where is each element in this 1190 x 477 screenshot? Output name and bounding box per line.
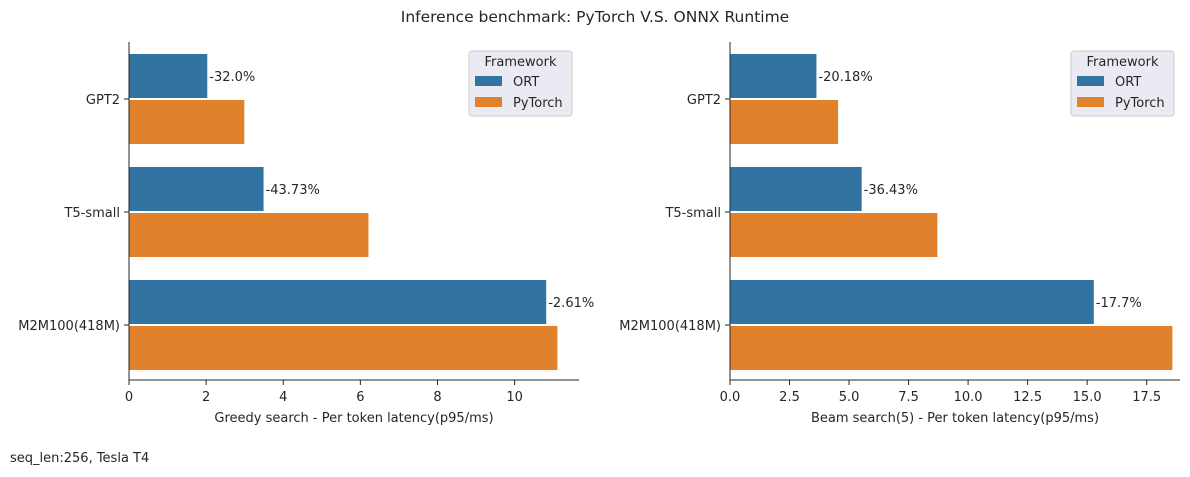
y-tick-label: T5-small bbox=[664, 206, 721, 221]
x-tick-label: 15.0 bbox=[1073, 390, 1102, 405]
y-tick-label: M2M100(418M) bbox=[18, 319, 120, 334]
figure-title: Inference benchmark: PyTorch V.S. ONNX R… bbox=[400, 8, 790, 26]
bar-ort-m2m100-418m- bbox=[730, 280, 1094, 324]
chart-panel-1: -32.0% GPT2 -43.73% T5-small -2.61% M2M100(41… bbox=[18, 42, 594, 426]
x-tick-label: 10 bbox=[506, 390, 523, 405]
x-tick-label: 2.5 bbox=[779, 390, 800, 405]
x-tick-label: 4 bbox=[279, 390, 287, 405]
bar-ort-gpt2 bbox=[730, 54, 817, 98]
x-tick-label: 10.0 bbox=[954, 390, 983, 405]
chart-panel-2: -20.18% GPT2 -36.43% T5-small -17.7% M2M100(4… bbox=[619, 42, 1180, 426]
legend-swatch-pytorch bbox=[475, 97, 502, 107]
bar-pytorch-t5-small bbox=[730, 213, 938, 257]
legend-title: Framework bbox=[485, 55, 557, 70]
bar-annotation: -20.18% bbox=[818, 70, 872, 85]
bar-ort-t5-small bbox=[129, 167, 264, 211]
legend-swatch-pytorch bbox=[1077, 97, 1104, 107]
x-tick-label: 17.5 bbox=[1132, 390, 1161, 405]
bar-pytorch-t5-small bbox=[129, 213, 369, 257]
bar-pytorch-m2m100-418m- bbox=[129, 326, 558, 370]
y-tick-label: GPT2 bbox=[86, 93, 120, 108]
x-tick-label: 8 bbox=[433, 390, 441, 405]
footnote: seq_len:256, Tesla T4 bbox=[10, 451, 150, 466]
legend-swatch-ort bbox=[1077, 76, 1104, 86]
legend-swatch-ort bbox=[475, 76, 502, 86]
bar-annotation: -32.0% bbox=[209, 70, 255, 85]
legend-label-pytorch: PyTorch bbox=[1115, 96, 1165, 111]
y-tick-label: M2M100(418M) bbox=[619, 319, 721, 334]
x-tick-label: 12.5 bbox=[1013, 390, 1042, 405]
x-tick-label: 6 bbox=[356, 390, 364, 405]
bar-annotation: -43.73% bbox=[266, 183, 320, 198]
legend-label-ort: ORT bbox=[513, 75, 539, 90]
x-tick-label: 0 bbox=[125, 390, 133, 405]
y-tick-label: GPT2 bbox=[687, 93, 721, 108]
x-axis-label: Greedy search - Per token latency(p95/ms… bbox=[214, 411, 493, 426]
legend-label-pytorch: PyTorch bbox=[513, 96, 563, 111]
bar-annotation: -36.43% bbox=[864, 183, 918, 198]
bar-ort-gpt2 bbox=[129, 54, 208, 98]
y-tick-label: T5-small bbox=[63, 206, 120, 221]
x-tick-label: 0.0 bbox=[720, 390, 741, 405]
x-axis-label: Beam search(5) - Per token latency(p95/m… bbox=[811, 411, 1099, 426]
bar-ort-m2m100-418m- bbox=[129, 280, 547, 324]
bar-pytorch-gpt2 bbox=[730, 100, 839, 144]
bar-annotation: -2.61% bbox=[548, 296, 594, 311]
bar-pytorch-gpt2 bbox=[129, 100, 245, 144]
legend-label-ort: ORT bbox=[1115, 75, 1141, 90]
bar-ort-t5-small bbox=[730, 167, 862, 211]
x-tick-label: 7.5 bbox=[898, 390, 919, 405]
legend: Framework ORT PyTorch bbox=[468, 50, 573, 117]
x-tick-label: 5.0 bbox=[839, 390, 860, 405]
legend-title: Framework bbox=[1087, 55, 1159, 70]
x-tick-label: 2 bbox=[202, 390, 210, 405]
bar-pytorch-m2m100-418m- bbox=[730, 326, 1173, 370]
bar-annotation: -17.7% bbox=[1096, 296, 1142, 311]
legend: Framework ORT PyTorch bbox=[1070, 50, 1175, 117]
